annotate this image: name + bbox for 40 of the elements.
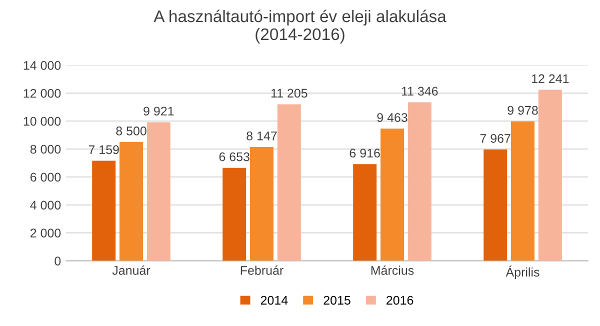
bar [353, 164, 377, 261]
y-tick-label: 10 000 [24, 116, 61, 126]
bar [511, 121, 534, 261]
data-label: 6 916 [350, 148, 380, 158]
x-tick-label: Április [506, 266, 540, 280]
legend-label: 2014 [260, 296, 288, 305]
data-label: 9 978 [508, 106, 538, 115]
legend-label: 2016 [386, 296, 414, 305]
legend-label: 2015 [324, 296, 350, 305]
bar [250, 146, 274, 261]
bar [120, 142, 143, 261]
data-label: 8 147 [246, 131, 277, 140]
bar [146, 122, 170, 261]
chart-title: A használtautó-import év eleji alakulása (2014-2016) [154, 10, 446, 44]
y-tick-label: 0 [54, 256, 61, 266]
y-tick-label: 14 000 [24, 61, 61, 70]
data-label: 11 205 [271, 88, 308, 98]
y-tick-label: 2 000 [30, 228, 61, 238]
data-label: 6 653 [219, 152, 250, 162]
y-tick-label: 6 000 [30, 172, 61, 182]
data-label: 7 967 [480, 134, 510, 143]
data-label: 7 159 [88, 145, 119, 154]
x-tick-label: Március [371, 266, 414, 275]
bar [92, 160, 116, 261]
y-tick-label: 12 000 [24, 88, 61, 98]
data-label: 8 500 [116, 126, 146, 136]
bar [277, 104, 301, 261]
x-tick-label: Február [240, 266, 284, 275]
y-tick-label: 4 000 [30, 200, 61, 210]
bar [408, 102, 432, 261]
y-tick-label: 8 000 [30, 144, 61, 154]
bar [222, 168, 246, 261]
data-label: 9 463 [377, 113, 408, 122]
bar [484, 149, 508, 261]
data-label: 9 921 [144, 106, 174, 116]
bar [538, 90, 562, 261]
bar [380, 128, 404, 261]
data-label: 11 346 [402, 86, 438, 96]
data-label: 12 241 [532, 74, 569, 84]
x-tick-label: Január [112, 266, 150, 275]
